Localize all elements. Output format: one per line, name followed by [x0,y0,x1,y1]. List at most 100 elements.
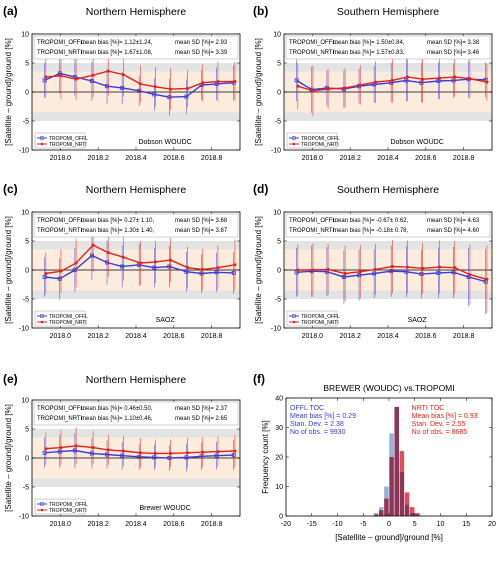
data-point [91,243,95,247]
plot-frame [283,211,493,329]
panel-label: (d) [253,182,268,196]
chart-panel-d: (d) Southern Hemisphere -10 -5 0 5 10 2018.0 201… [253,182,493,340]
data-point [138,451,142,455]
offl-annotation: Stan. Dev. = 2.38 [290,421,344,428]
data-point [105,452,110,457]
legend-box [34,132,86,149]
stats-bias: mean bias [%]= -0.18± 0.78, [333,228,409,234]
stats-bias: mean bias [%]= -0.67± 0.62, [333,218,409,224]
x-tick-label: 2018.8 [453,333,475,340]
data-point [169,87,173,91]
x-tick-label: 2018.0 [50,333,72,340]
data-point [468,273,472,277]
data-point [326,87,330,91]
plot-frame [285,397,493,517]
data-point [390,265,394,269]
stats-sd: mean SD [%]= 3.87 [175,228,228,234]
legend-marker [40,502,44,506]
data-point [44,75,48,79]
y-tick-label: 10 [21,210,29,217]
y-tick-label: 10 [21,32,29,39]
stats-bias: mean bias [%]= 1.12±1.24, [81,40,153,46]
data-point [326,267,330,271]
chart-panel-b: (b) Southern Hemisphere -10 -5 0 5 10 2018.0 201… [253,4,493,162]
data-point [451,270,456,275]
data-point [106,251,110,255]
stats-box [285,35,491,60]
panel-label: (a) [3,4,18,18]
y-axis-label: [Satellite – ground]/ground [%] [254,216,263,324]
x-tick-label: -20 [281,521,291,528]
data-point [233,80,237,84]
y-tick-label: 0 [279,514,283,521]
x-tick-label: -5 [360,521,366,528]
panel-title: Southern Hemisphere [337,184,439,196]
legend-label: TROPOMI_NRTI [49,142,87,148]
data-point [169,451,173,455]
data-point [59,446,63,450]
x-tick-label: 10 [437,521,445,528]
y-tick-label: -10 [19,514,29,521]
x-axis-label: [Satellite – ground]/ground [%] [335,533,443,542]
data-point [42,78,47,83]
series-TROPOMI_NRTI [44,218,237,295]
data-point [105,260,110,265]
panel-title: Northern Hemisphere [86,184,187,196]
x-tick-label: 20 [488,521,496,528]
x-tick-label: 2018.4 [377,333,399,340]
y-tick-label: 5 [277,239,281,246]
legend-label: TROPOMI_NRTI [301,320,339,326]
stats-name: TROPOMI_NRTI: [37,416,84,422]
bar-overlap [404,504,410,516]
data-point [438,76,442,80]
source-label: SAOZ [156,317,176,324]
offl-annotation: No of obs. = 9930 [290,429,346,436]
data-point [121,449,125,453]
y-tick-label: 20 [275,455,283,462]
data-point [167,264,172,269]
stats-name: TROPOMI_NRTI: [289,228,336,234]
data-point [373,267,377,271]
data-point [311,268,315,272]
data-point [59,74,63,78]
y-tick-label: 30 [275,425,283,432]
source-label: SAOZ [408,317,428,324]
band-outer-top [284,241,492,250]
bar-overlap [384,498,389,516]
data-point [453,75,457,79]
data-point [57,449,62,454]
stats-name: TROPOMI_NRTI: [289,50,336,56]
series-TROPOMI_OFFL [42,231,236,300]
stats-sd: mean SD [%]= 4.60 [427,228,480,234]
data-point [231,270,236,275]
data-point [421,77,425,81]
data-point [485,80,489,84]
data-point [74,261,78,265]
band-outer-top [32,429,240,438]
series-TROPOMI_OFFL [294,245,488,315]
data-point [91,446,95,450]
plot-frame [31,211,241,329]
data-point [214,453,219,458]
x-tick-label: -15 [307,521,317,528]
series-TROPOMI_NRTI [296,239,489,313]
bar-nrti [399,451,405,472]
plot-frame [283,33,493,151]
stats-box [33,35,239,60]
stats-sd: mean SD [%]= 3.46 [427,50,480,56]
data-point [106,69,110,73]
series-line [44,72,234,98]
legend-label: TROPOMI_OFFL [301,314,340,320]
y-axis-label: Frequency count [%] [261,420,270,493]
stats-name: TROPOMI_NRTI: [37,50,84,56]
y-axis-label: [Satellite – ground]/ground [%] [4,404,13,512]
y-tick-label: 0 [277,90,281,97]
stats-sd: mean SD [%]= 2.65 [175,416,228,422]
data-point [404,269,409,274]
y-tick-label: 10 [273,32,281,39]
data-point [214,270,219,275]
data-point [390,78,394,82]
series-TROPOMI_OFFL [42,433,236,472]
panel-label: (c) [3,182,18,196]
bar-overlap [399,471,405,516]
